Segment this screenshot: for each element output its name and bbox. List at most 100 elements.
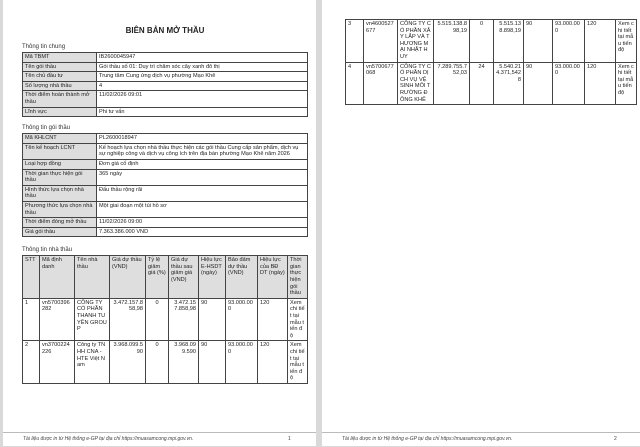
bidder-cell: 1 <box>22 297 40 342</box>
bidder-cell: Xem chi tiết tại mẫu tiến độ <box>287 340 308 384</box>
document-page-1: BIÊN BẢN MỞ THẦU Thông tin chung Mã TBMT… <box>3 0 316 446</box>
bidder-cell: 3.472.157.858,98 <box>109 297 146 342</box>
info-label: Hình thức lựa chọn nhà thầu <box>22 184 97 202</box>
info-row: Loại hợp đồng Đơn giá cố định <box>22 158 308 170</box>
bidder-cell: 3.968.099.590 <box>168 340 199 384</box>
general-info-table: Mã TBMT IB2600045947 Tên gói thầu Gói thầu … <box>22 52 308 118</box>
info-value: Gói thầu số 01: Duy trì chăm sóc cây xan… <box>96 61 308 73</box>
bidder-cell: Xem chi tiết tại mẫu tiến độ <box>615 61 637 106</box>
info-label: Mã KHLCNT <box>22 133 97 144</box>
section-package-heading: Thông tin gói thầu <box>22 125 71 132</box>
info-label: Tên chủ đầu tư <box>22 71 97 82</box>
info-label: Giá gói thầu <box>22 226 97 238</box>
bidder-cell: 5.515.138.898,19 <box>433 19 470 63</box>
bidder-cell: 120 <box>257 297 288 342</box>
info-value: 4 <box>96 80 308 92</box>
bidder-cell: 0 <box>145 340 169 384</box>
column-header: Hiệu lực của BĐ DT (ngày) <box>257 255 288 299</box>
info-row: Thời điểm đóng mở thầu 11/02/2026 09:00 <box>22 217 308 228</box>
info-value: 11/02/2026 09:00 <box>96 217 308 228</box>
page-number: 2 <box>614 436 617 442</box>
info-value: 7.363.386.000 VND <box>96 226 308 238</box>
bidder-cell: 7.289.755.752,03 <box>433 61 470 106</box>
bidder-cell: vn3700224226 <box>39 340 75 384</box>
document-title: BIÊN BẢN MỞ THẦU <box>125 26 205 35</box>
page-number: 1 <box>288 436 291 442</box>
bidder-cell: 93.000.000 <box>552 61 585 106</box>
footer-text: Tài liệu được in từ Hệ thống e-GP tại đị… <box>23 436 194 442</box>
info-value: Đơn giá cố định <box>96 158 308 170</box>
bidder-cell: 0 <box>145 297 169 342</box>
footer-text: Tài liệu được in từ Hệ thống e-GP tại đị… <box>342 436 513 442</box>
bidder-cell: 0 <box>469 19 494 63</box>
info-value: Đấu thầu rộng rãi <box>96 184 308 202</box>
bidder-row: 1 vn5700396282 CÔNG TY CỔ PHẦN THANH TUYỀN… <box>22 297 308 342</box>
bidder-cell: 5.515.138.898,19 <box>493 19 524 63</box>
column-header: Bảo đảm dự thầu (VND) <box>225 255 258 299</box>
info-label: Thời điểm hoàn thành mở thầu <box>22 90 97 108</box>
info-label: Tên gói thầu <box>22 61 97 73</box>
section-general-heading: Thông tin chung <box>22 44 66 50</box>
bidder-cell: Công ty TNHH CNA - HTE Việt Nam <box>74 340 110 384</box>
info-row: Thời điểm hoàn thành mở thầu 11/02/2026 0… <box>22 90 308 108</box>
info-value: 11/02/2026 09:01 <box>96 90 308 108</box>
bidder-cell: 5.540.214.371,5428 <box>493 61 524 106</box>
column-header: Tỷ lệ giảm giá (%) <box>145 255 169 299</box>
bidder-cell: 90 <box>523 61 553 106</box>
info-value: Một giai đoạn một túi hồ sơ <box>96 200 308 219</box>
bidder-cell: 3.968.099.590 <box>109 340 146 384</box>
info-row: Hình thức lựa chọn nhà thầu Đấu thầu rộng… <box>22 184 308 202</box>
bidder-row: 4 vn5700677068 CÔNG TY CỔ PHẦN DỊCH VỤ VỆ … <box>345 61 637 106</box>
bidder-cell: 3 <box>345 19 364 63</box>
info-value: 365 ngày <box>96 168 308 186</box>
bidder-cell: Xem chi tiết tại mẫu tiến độ <box>615 19 637 63</box>
bidder-cell: Xem chi tiết tại mẫu tiến độ <box>287 297 308 342</box>
bidder-row: 2 vn3700224226 Công ty TNHH CNA - HTE Việt… <box>22 340 308 384</box>
document-page-2: 3 vn4600527677 CÔNG TY CỔ PHẦN XÂY LẮP VÀ … <box>322 0 640 446</box>
bidder-cell: CÔNG TY CỔ PHẦN THANH TUYỀN GROUP <box>74 297 110 342</box>
bidder-cell: 120 <box>257 340 288 384</box>
bidder-cell: vn5700396282 <box>39 297 75 342</box>
info-label: Phương thức lựa chọn nhà thầu <box>22 200 97 219</box>
bidder-cell: 120 <box>584 61 616 106</box>
info-label: Lĩnh vực <box>22 106 97 118</box>
column-header: Mã định danh <box>39 255 75 299</box>
info-label: Loại hợp đồng <box>22 158 97 170</box>
bidder-cell: 2 <box>22 340 40 384</box>
column-header: Hiệu lực E-HSDT (ngày) <box>198 255 226 299</box>
bidder-cell: 24 <box>469 61 494 106</box>
bidder-cell: vn4600527677 <box>363 19 398 63</box>
bidders-table: STT Mã định danh Tên nhà thầu Giá dự thầu (… <box>22 255 308 384</box>
info-row: Thời gian thực hiện gói thầu 365 ngày <box>22 168 308 186</box>
info-row: Tên chủ đầu tư Trung tâm Cung ứng dịch vụ… <box>22 71 308 82</box>
section-bidders-heading: Thông tin nhà thầu <box>22 247 73 254</box>
info-label: Thời điểm đóng mở thầu <box>22 217 97 228</box>
page-footer: Tài liệu được in từ Hệ thống e-GP tại đị… <box>322 432 640 447</box>
info-value: Trung tâm Cung ứng dịch vụ phường Mạo Kh… <box>96 71 308 82</box>
bidder-cell: CÔNG TY CỔ PHẦN DỊCH VỤ VỆ SINH MÔI TRƯỜ… <box>397 61 434 106</box>
info-row: Lĩnh vực Phi tư vấn <box>22 106 308 118</box>
info-value: Phi tư vấn <box>96 106 308 118</box>
bidder-cell: 90 <box>198 297 226 342</box>
bidder-cell: 93.000.000 <box>552 19 585 63</box>
info-value: PL2600018947 <box>96 133 308 144</box>
info-row: Tên gói thầu Gói thầu số 01: Duy trì chăm… <box>22 61 308 73</box>
bidder-cell: 120 <box>584 19 616 63</box>
info-value: Kế hoạch lựa chọn nhà thầu thực hiện các… <box>96 142 308 160</box>
column-header: Thời gian thực hiện gói thầu <box>287 255 308 299</box>
package-info-table: Mã KHLCNT PL2600018947 Tên kế hoạch LCNT Kế… <box>22 133 308 238</box>
bidders-table-continued: 3 vn4600527677 CÔNG TY CỔ PHẦN XÂY LẮP VÀ … <box>345 19 637 106</box>
bidder-cell: 93.000.000 <box>225 297 258 342</box>
bidder-cell: 93.000.000 <box>225 340 258 384</box>
column-header: Giá dự thầu (VND) <box>109 255 146 299</box>
info-row: Tên kế hoạch LCNT Kế hoạch lựa chọn nhà t… <box>22 142 308 160</box>
info-label: Tên kế hoạch LCNT <box>22 142 97 160</box>
info-label: Mã TBMT <box>22 52 97 63</box>
bidder-cell: vn5700677068 <box>363 61 398 106</box>
bidder-cell: 3.472.157.858,98 <box>168 297 199 342</box>
info-row: Số lượng nhà thầu 4 <box>22 80 308 92</box>
info-label: Thời gian thực hiện gói thầu <box>22 168 97 186</box>
bidder-cell: 90 <box>523 19 553 63</box>
info-row: Mã KHLCNT PL2600018947 <box>22 133 308 144</box>
bidder-cell: 90 <box>198 340 226 384</box>
